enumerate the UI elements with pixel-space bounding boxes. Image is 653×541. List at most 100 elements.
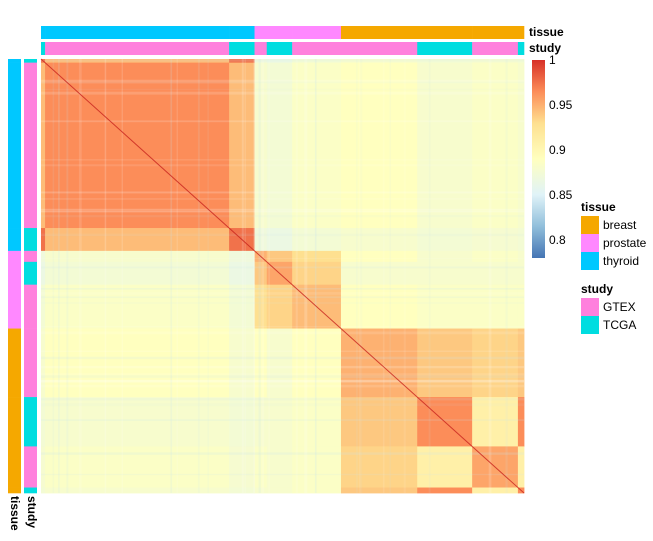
heatmap-texture [41, 233, 524, 236]
top-tissue-segment [45, 26, 230, 39]
heatmap-texture [241, 59, 244, 493]
heatmap-block [254, 59, 268, 64]
top-study-segment [229, 42, 255, 55]
heatmap-texture [41, 473, 524, 476]
heatmap-block [340, 284, 418, 329]
top-study-track-label: study [529, 41, 561, 55]
top-study-segment [45, 42, 230, 55]
top-tissue-segment [517, 26, 525, 39]
heatmap-block [41, 250, 46, 263]
heatmap-block [229, 261, 255, 286]
heatmap-block [254, 446, 268, 488]
heatmap-texture [295, 59, 298, 493]
heatmap-block [517, 328, 525, 398]
heatmap-texture [41, 419, 524, 421]
heatmap-block [417, 59, 473, 64]
heatmap-texture [41, 380, 524, 383]
heatmap-texture [41, 302, 524, 304]
top-study-segment [472, 42, 519, 55]
heatmap-block [340, 62, 418, 229]
heatmap-texture [176, 59, 178, 493]
left-study-segment [24, 250, 37, 263]
heatmap-block [229, 250, 255, 263]
legend-swatch-gtex [581, 298, 599, 316]
heatmap-block [45, 397, 230, 447]
top-study-segment [417, 42, 473, 55]
heatmap-block [517, 228, 525, 252]
heatmap-texture [41, 331, 524, 335]
heatmap-block [229, 446, 255, 488]
heatmap-texture [41, 384, 524, 388]
heatmap-texture [505, 59, 508, 493]
heatmap-texture [41, 288, 524, 290]
heatmap-block [254, 328, 268, 398]
heatmap-block [254, 397, 268, 447]
legend-swatch-tcga [581, 316, 599, 334]
heatmap-texture [41, 398, 524, 401]
heatmap-block [417, 261, 473, 286]
heatmap-block [229, 62, 255, 229]
heatmap-block [266, 328, 293, 398]
heatmap-texture [360, 59, 363, 493]
heatmap-block [292, 250, 342, 263]
heatmap-texture [41, 379, 524, 382]
top-tissue-track-label: tissue [529, 25, 564, 39]
heatmap-texture [41, 380, 524, 382]
heatmap-block [472, 59, 519, 64]
heatmap-block [45, 328, 230, 398]
heatmap-texture [41, 266, 524, 269]
heatmap-texture [41, 350, 524, 352]
heatmap-block [472, 261, 519, 286]
heatmap-texture [41, 164, 524, 167]
left-tissue-segment [8, 487, 21, 494]
heatmap-block [340, 487, 418, 494]
left-tissue-segment [8, 261, 21, 285]
heatmap-texture [41, 210, 524, 213]
top-tissue-segment [472, 26, 519, 39]
heatmap-block [517, 62, 525, 229]
top-study-segment [41, 42, 46, 55]
heatmap-texture [41, 356, 524, 360]
heatmap-block [472, 397, 519, 447]
heatmap-block [292, 59, 342, 64]
heatmap-block [340, 250, 418, 263]
left-annotation [8, 59, 37, 494]
heatmap-block [229, 328, 255, 398]
heatmap-block [254, 228, 268, 252]
heatmap-texture [304, 59, 308, 493]
colorbar-tick-label: 0.95 [549, 98, 573, 112]
colorbar: 1 0.95 0.9 0.85 0.8 [532, 53, 573, 258]
top-study-segment [254, 42, 268, 55]
heatmap-texture [315, 59, 317, 493]
colorbar-tick-label: 0.85 [549, 188, 573, 202]
heatmap-block [472, 228, 519, 252]
colorbar-gradient [532, 60, 545, 258]
colorbar-tick-label: 1 [549, 53, 556, 67]
top-study-segment [340, 42, 418, 55]
heatmap-block [417, 228, 473, 252]
left-study-segment [24, 228, 37, 252]
heatmap-texture [41, 258, 524, 259]
heatmap-texture [58, 59, 60, 493]
heatmap-texture [41, 452, 524, 455]
left-tissue-segment [8, 228, 21, 252]
heatmap-block [340, 261, 418, 286]
heatmap-texture [41, 81, 524, 84]
heatmap-block [517, 446, 525, 488]
heatmap-block [266, 487, 293, 494]
heatmap-block [517, 284, 525, 329]
heatmap-block [517, 59, 525, 64]
heatmap-block [517, 397, 525, 447]
heatmap-block [340, 59, 418, 64]
heatmap-block [292, 397, 342, 447]
top-tissue-segment [266, 26, 293, 39]
left-study-segment [24, 284, 37, 329]
heatmap-block [417, 446, 473, 488]
heatmap-texture [389, 59, 391, 493]
top-tissue-segment [340, 26, 418, 39]
heatmap-block [472, 62, 519, 229]
heatmap-block [517, 250, 525, 263]
heatmap-texture [382, 59, 385, 493]
heatmap-block [45, 261, 230, 286]
heatmap-block [229, 284, 255, 329]
